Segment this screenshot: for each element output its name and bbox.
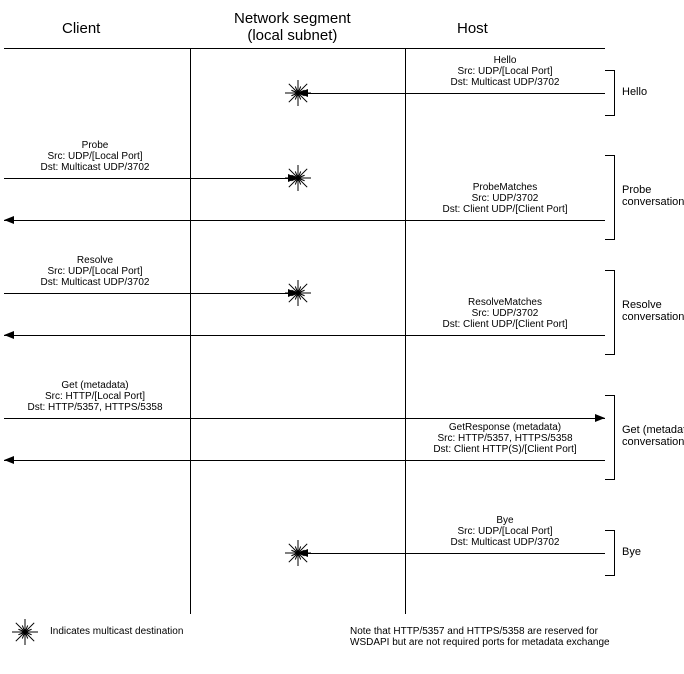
arrow-resolve-conv-0 (4, 293, 298, 294)
msg-get-conv-1: GetResponse (metadata) Src: HTTP/5357, H… (409, 422, 601, 455)
bracket-label-probe-conv: Probe conversation (622, 184, 684, 208)
arrow-probe-conv-1 (4, 220, 605, 221)
arrow-probe-conv-0 (4, 178, 298, 179)
bracket-label-get-conv: Get (metadata) conversation (622, 424, 684, 448)
header-rule (4, 48, 605, 49)
msg-get-conv-0: Get (metadata) Src: HTTP/[Local Port] Ds… (4, 380, 186, 413)
footnote: Note that HTTP/5357 and HTTPS/5358 are r… (350, 626, 610, 648)
msg-probe-conv-0: Probe Src: UDP/[Local Port] Dst: Multica… (4, 140, 186, 173)
bracket-get-conv (605, 395, 615, 480)
arrow-get-conv-0 (4, 418, 605, 419)
lifeline-network-left (190, 48, 191, 614)
arrow-get-conv-1 (4, 460, 605, 461)
bracket-resolve-conv (605, 270, 615, 355)
multicast-icon (284, 279, 312, 307)
msg-probe-conv-1: ProbeMatches Src: UDP/3702 Dst: Client U… (409, 182, 601, 215)
bracket-hello (605, 70, 615, 116)
msg-resolve-conv-1: ResolveMatches Src: UDP/3702 Dst: Client… (409, 297, 601, 330)
bracket-probe-conv (605, 155, 615, 240)
sequence-diagram: Client Network segment (local subnet) Ho… (0, 0, 684, 674)
arrow-resolve-conv-1 (4, 335, 605, 336)
multicast-icon (284, 539, 312, 567)
column-network-label: Network segment (local subnet) (234, 10, 351, 44)
bracket-label-resolve-conv: Resolve conversation (622, 299, 684, 323)
legend-multicast-icon (11, 618, 39, 646)
bracket-label-bye: Bye (622, 546, 641, 558)
multicast-icon (284, 164, 312, 192)
column-client-label: Client (62, 20, 100, 37)
msg-hello-0: Hello Src: UDP/[Local Port] Dst: Multica… (409, 55, 601, 88)
arrow-hello-0 (298, 93, 606, 94)
column-host-label: Host (457, 20, 488, 37)
bracket-label-hello: Hello (622, 86, 647, 98)
lifeline-network-right (405, 48, 406, 614)
bracket-bye (605, 530, 615, 576)
arrow-bye-0 (298, 553, 606, 554)
legend-text: Indicates multicast destination (50, 626, 183, 637)
msg-resolve-conv-0: Resolve Src: UDP/[Local Port] Dst: Multi… (4, 255, 186, 288)
multicast-icon (284, 79, 312, 107)
msg-bye-0: Bye Src: UDP/[Local Port] Dst: Multicast… (409, 515, 601, 548)
